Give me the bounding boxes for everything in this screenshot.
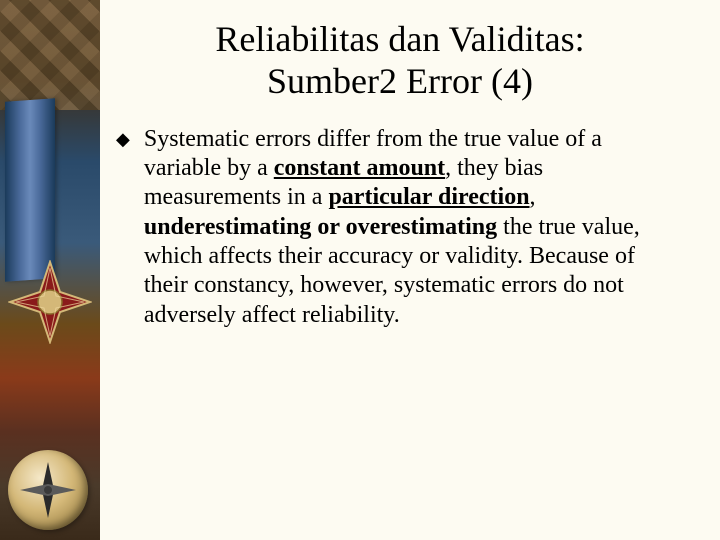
emphasis-constant-amount: constant amount [274,155,445,181]
slide-title: Reliabilitas dan Validitas: Sumber2 Erro… [110,18,690,103]
title-line-1: Reliabilitas dan Validitas: [215,19,584,59]
text-segment: , [530,184,536,210]
title-line-2: Sumber2 Error (4) [267,61,533,101]
diamond-bullet-icon: ◆ [116,129,130,150]
bullet-row: ◆ Systematic errors differ from the true… [110,125,690,330]
emphasis-particular-direction: particular direction [328,184,529,210]
medal-cross [8,260,92,344]
body-paragraph: Systematic errors differ from the true v… [144,125,680,330]
emphasis-under-over: underestimating or overestimating [144,214,497,240]
blue-ribbon [5,98,55,281]
checkerboard-texture [0,0,100,110]
compass-icon [8,450,88,530]
decorative-sidebar [0,0,100,540]
slide-content: Reliabilitas dan Validitas: Sumber2 Erro… [100,0,720,540]
